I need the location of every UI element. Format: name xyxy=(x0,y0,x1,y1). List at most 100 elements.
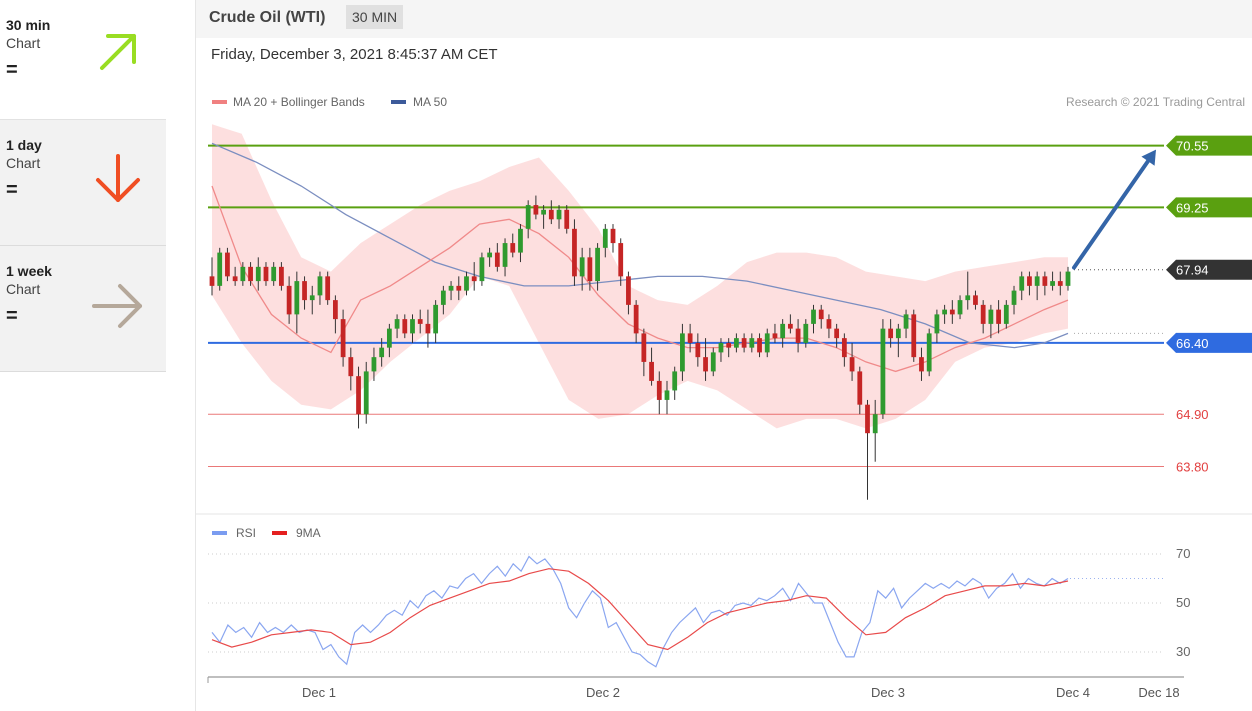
candle xyxy=(849,342,855,381)
up-right-arrow-icon xyxy=(100,34,136,70)
candle xyxy=(255,257,261,291)
candle xyxy=(626,271,631,315)
candle-body xyxy=(626,276,631,305)
candle xyxy=(965,271,971,310)
candle-body xyxy=(325,276,331,301)
instrument-title: Crude Oil (WTI) xyxy=(209,9,326,26)
candle-body xyxy=(880,328,886,415)
rsi-line xyxy=(211,555,1069,668)
candle-body xyxy=(402,319,408,334)
candle xyxy=(641,328,647,377)
rsi-tick-label: 70 xyxy=(1176,546,1190,561)
candle xyxy=(1034,271,1040,301)
candle-body xyxy=(772,333,778,339)
price-chart[interactable]: MA 20 + Bollinger Bands MA 50 Research ©… xyxy=(196,80,1252,711)
candle xyxy=(826,314,832,339)
candle-body xyxy=(602,228,608,248)
candle-body xyxy=(525,205,531,229)
candle-body xyxy=(996,309,1001,324)
candle-body xyxy=(633,304,639,334)
candle xyxy=(518,224,523,263)
candle xyxy=(263,262,269,286)
level-tag-label-67.94: 67.94 xyxy=(1176,263,1209,278)
timeframe-name: 30 min xyxy=(6,17,51,33)
candle xyxy=(510,233,516,258)
candle xyxy=(618,238,624,286)
rsi-gridlines: 30 50 70 xyxy=(208,546,1190,659)
level-tag-label-69.25: 69.25 xyxy=(1176,200,1209,215)
timeframe-sidebar: 30 min Chart = 1 day Chart = 1 week Char… xyxy=(0,0,166,372)
candle-body xyxy=(926,333,932,372)
candle-body xyxy=(764,333,770,353)
candle xyxy=(209,257,215,296)
timeframe-item-1week[interactable]: 1 week Chart = xyxy=(0,245,166,372)
candle xyxy=(780,319,786,348)
timeframe-item-1day[interactable]: 1 day Chart = xyxy=(0,119,166,245)
candle-body xyxy=(548,209,554,220)
candle xyxy=(949,300,955,324)
ma50-legend-label: MA 50 xyxy=(413,95,447,109)
candle-body xyxy=(695,342,701,358)
candle-body xyxy=(656,380,662,400)
candle-body xyxy=(440,290,446,305)
candle-body xyxy=(1019,276,1025,291)
candle xyxy=(433,300,439,343)
candle xyxy=(795,319,801,353)
candle xyxy=(248,262,253,286)
candle xyxy=(787,314,793,334)
candle-body xyxy=(865,404,870,434)
candle-body xyxy=(849,357,855,372)
candle-body xyxy=(386,328,392,348)
candle-body xyxy=(209,276,215,286)
candle-body xyxy=(973,295,978,305)
candle xyxy=(379,338,385,367)
level-tag-label-70.55: 70.55 xyxy=(1176,139,1209,154)
ma9-line xyxy=(211,568,1069,651)
candle-body xyxy=(263,266,269,282)
candle-body xyxy=(934,314,940,334)
candle xyxy=(340,309,346,367)
candle-body xyxy=(664,390,670,400)
candle-body xyxy=(687,333,693,343)
candle xyxy=(757,333,762,358)
candle-body xyxy=(803,323,809,343)
candle-body xyxy=(340,319,346,358)
candle-body xyxy=(741,338,747,348)
candle xyxy=(818,304,824,329)
ma50-line xyxy=(211,142,1069,349)
candle xyxy=(934,309,940,343)
candle xyxy=(487,247,493,267)
candle-body xyxy=(1027,276,1032,286)
candle xyxy=(279,262,284,291)
candle-body xyxy=(1034,276,1040,286)
candle-body xyxy=(672,371,678,391)
candle-body xyxy=(610,228,616,244)
candle xyxy=(764,328,770,358)
candle xyxy=(1027,271,1032,296)
timeframe-sub: Chart xyxy=(6,281,41,297)
price-legend: MA 20 + Bollinger Bands MA 50 Research ©… xyxy=(212,95,1245,109)
candle-body xyxy=(348,357,354,377)
candle-body xyxy=(510,243,516,253)
candle-body xyxy=(595,247,600,282)
candle-body xyxy=(363,371,369,415)
timeframe-badge[interactable]: 30 MIN xyxy=(346,5,404,29)
candle-body xyxy=(317,276,323,296)
rsi-legend-label: RSI xyxy=(236,526,256,540)
candle xyxy=(502,238,508,277)
rsi-tick-label: 30 xyxy=(1176,644,1190,659)
candle xyxy=(587,247,593,291)
candle xyxy=(687,323,693,353)
time-tick-label: Dec 4 xyxy=(1056,685,1090,700)
candle xyxy=(440,285,446,315)
candle-body xyxy=(225,252,230,277)
candle xyxy=(602,224,608,258)
candle-body xyxy=(579,257,585,277)
candle-body xyxy=(787,323,793,329)
timeframe-item-30min[interactable]: 30 min Chart = xyxy=(0,0,166,124)
credit-text: Research © 2021 Trading Central xyxy=(1066,95,1245,109)
candle-body xyxy=(795,328,801,343)
ma20-legend-swatch xyxy=(212,100,227,104)
candle xyxy=(394,314,400,339)
candle xyxy=(703,338,708,381)
